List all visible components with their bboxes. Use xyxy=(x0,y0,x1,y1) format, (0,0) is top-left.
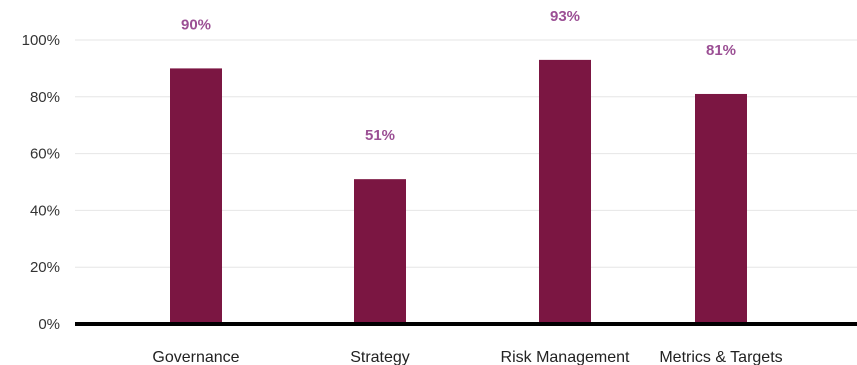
category-label: Strategy xyxy=(350,349,410,365)
y-tick-label: 0% xyxy=(38,316,60,333)
bar xyxy=(354,179,406,324)
y-tick-label: 40% xyxy=(30,202,60,219)
data-label: 93% xyxy=(550,8,580,25)
x-axis-categories: Governance Strategy Risk Management Metrics… xyxy=(152,349,782,365)
data-labels: 90% 51% 93% 81% xyxy=(181,8,736,144)
category-label: Metrics & Targets xyxy=(659,349,782,365)
data-label: 51% xyxy=(365,127,395,144)
y-tick-label: 20% xyxy=(30,259,60,276)
category-label: Risk Management xyxy=(501,349,631,365)
y-axis-ticks: 0% 20% 40% 60% 80% 100% xyxy=(22,32,60,333)
bar xyxy=(170,68,222,325)
y-tick-label: 60% xyxy=(30,146,60,163)
y-tick-label: 80% xyxy=(30,89,60,106)
y-tick-label: 100% xyxy=(22,32,60,49)
bar xyxy=(539,59,591,324)
data-label: 81% xyxy=(706,42,736,59)
bar xyxy=(695,93,747,325)
bars xyxy=(170,59,747,325)
data-label: 90% xyxy=(181,16,211,33)
category-label: Governance xyxy=(152,349,239,365)
